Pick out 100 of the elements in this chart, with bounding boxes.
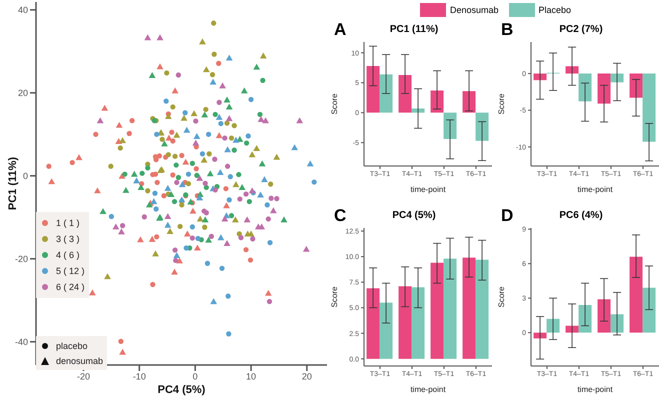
point [202,216,209,222]
bar [430,262,444,359]
point [203,106,208,112]
point [224,164,230,169]
point [194,172,200,178]
point [206,151,212,156]
point [166,228,174,234]
point [202,224,208,230]
point [140,170,145,176]
point [221,216,228,222]
point [108,214,114,220]
chart-title: PC1 (11%) [390,24,438,35]
x-tick-label: 0 [192,371,198,382]
point [170,104,176,110]
point [172,87,178,94]
point [232,123,237,128]
point [129,118,135,124]
point [200,156,208,163]
point [244,140,250,146]
point [291,144,298,150]
point [232,181,240,188]
point [196,174,204,181]
point [228,135,234,141]
point [216,114,223,120]
point [296,117,304,124]
point [172,198,178,204]
y-axis-title: Score [330,93,339,114]
point [96,117,104,124]
y-tick-label: -20 [14,254,28,264]
point [108,164,114,169]
point [232,216,239,222]
point [202,180,208,186]
point [237,196,242,202]
point [224,120,230,126]
point [104,273,111,280]
point [196,194,204,200]
point [89,289,96,296]
point [166,152,171,158]
point [122,172,128,177]
point [154,234,160,240]
y-tick-label: 20 [18,88,28,98]
point [228,174,233,180]
point [161,140,168,146]
point [164,98,169,104]
x-axis-title: time-point [410,385,446,394]
text: B [501,20,514,40]
point [222,135,228,141]
point [178,196,186,202]
point [226,115,233,122]
point [137,236,144,242]
point [248,257,254,263]
point [183,126,190,133]
point [224,240,230,246]
point [273,154,280,160]
point [262,117,269,124]
point [274,196,280,202]
bar [534,332,547,338]
point [180,114,188,121]
point [154,180,160,186]
point [164,184,172,191]
point [145,188,150,194]
point [250,236,256,242]
point [226,197,232,202]
point [161,193,167,198]
point [194,166,199,172]
point [148,72,156,78]
point [172,247,178,253]
point [244,216,251,222]
bar [412,287,425,359]
point [168,191,175,198]
point [240,87,248,94]
point [193,118,198,124]
point [172,154,178,159]
point [142,214,147,220]
point [112,223,120,230]
point [199,38,206,44]
annotation: placebo [56,340,88,350]
point [201,111,208,118]
point [101,104,108,111]
point [212,156,218,162]
bar [476,260,489,359]
point [184,245,189,251]
point [190,208,196,214]
point [133,177,140,184]
point [190,160,195,166]
point [226,104,233,110]
x-tick-label: 10 [246,371,256,382]
point [212,52,217,57]
point [238,184,246,190]
bar [398,286,412,359]
point [76,154,82,160]
point [164,222,172,228]
legend-label: Denosumab [450,5,499,15]
point [264,202,270,208]
point [152,154,158,160]
x-tick-label: -10 [132,371,146,382]
point [280,216,288,222]
point [200,151,206,156]
point [210,298,218,304]
bar [642,74,656,142]
